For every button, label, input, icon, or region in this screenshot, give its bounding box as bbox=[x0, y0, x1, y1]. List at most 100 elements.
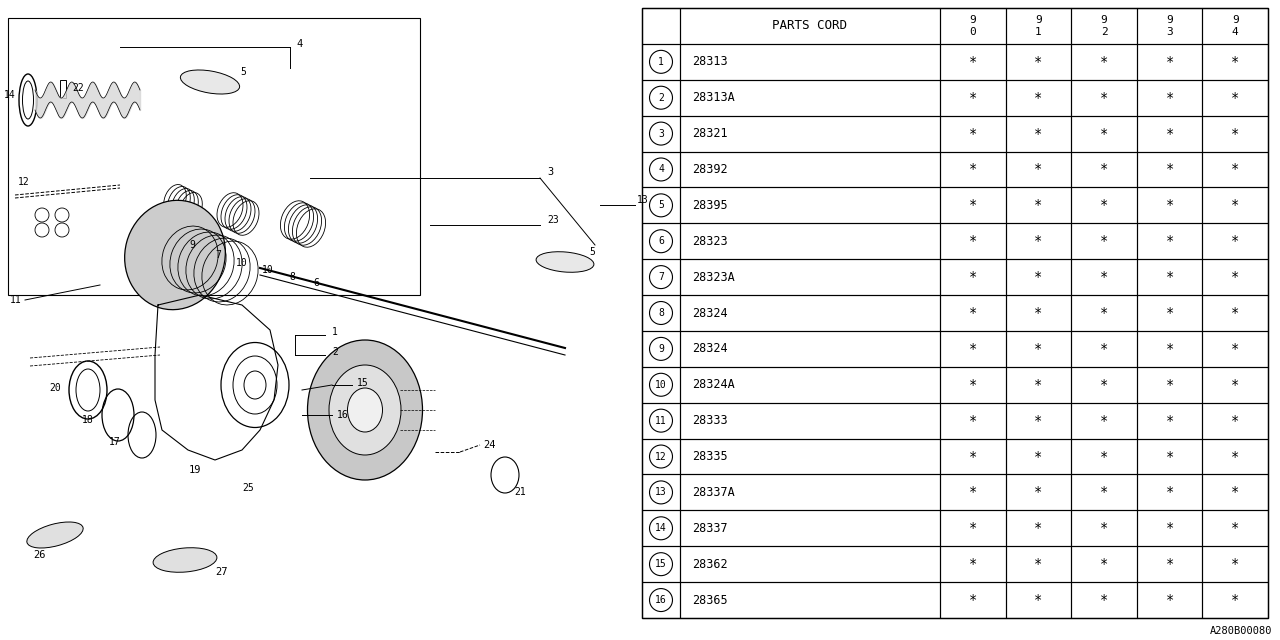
Bar bbox=[1006, 546, 1071, 582]
Bar bbox=[643, 438, 680, 474]
Text: 27: 27 bbox=[216, 567, 228, 577]
Bar bbox=[1071, 438, 1137, 474]
Text: 23: 23 bbox=[547, 215, 559, 225]
Bar bbox=[643, 8, 680, 44]
Text: 9
4: 9 4 bbox=[1231, 15, 1239, 36]
Text: 9: 9 bbox=[658, 344, 664, 354]
Text: *: * bbox=[1100, 378, 1108, 392]
Bar bbox=[680, 116, 940, 152]
Bar bbox=[1202, 44, 1268, 80]
Text: *: * bbox=[1100, 342, 1108, 356]
Text: *: * bbox=[1034, 593, 1043, 607]
Bar bbox=[940, 188, 1006, 223]
Bar bbox=[680, 474, 940, 510]
Bar bbox=[1006, 188, 1071, 223]
Text: *: * bbox=[969, 378, 977, 392]
Text: *: * bbox=[1100, 270, 1108, 284]
Text: 28321: 28321 bbox=[692, 127, 727, 140]
Bar bbox=[1202, 403, 1268, 438]
Text: 24: 24 bbox=[484, 440, 497, 450]
Bar bbox=[643, 367, 680, 403]
Bar bbox=[940, 223, 1006, 259]
Bar bbox=[1137, 474, 1202, 510]
Bar bbox=[1202, 188, 1268, 223]
Bar bbox=[940, 80, 1006, 116]
Text: *: * bbox=[1100, 485, 1108, 499]
Bar bbox=[643, 223, 680, 259]
Text: 10: 10 bbox=[655, 380, 667, 390]
Text: *: * bbox=[1231, 413, 1239, 428]
Text: 28324A: 28324A bbox=[692, 378, 735, 391]
Text: *: * bbox=[1034, 522, 1043, 535]
Bar bbox=[680, 259, 940, 295]
Text: 9
2: 9 2 bbox=[1101, 15, 1107, 36]
Bar bbox=[680, 8, 940, 44]
Bar bbox=[8, 18, 420, 295]
Text: *: * bbox=[1100, 234, 1108, 248]
Text: *: * bbox=[1231, 342, 1239, 356]
Text: *: * bbox=[1165, 163, 1174, 177]
Bar bbox=[1006, 80, 1071, 116]
Text: *: * bbox=[1165, 413, 1174, 428]
Bar bbox=[680, 403, 940, 438]
Text: 28365: 28365 bbox=[692, 593, 727, 607]
Text: *: * bbox=[1165, 485, 1174, 499]
Bar bbox=[1137, 80, 1202, 116]
Text: *: * bbox=[1165, 306, 1174, 320]
Bar bbox=[680, 367, 940, 403]
Bar bbox=[1202, 510, 1268, 546]
Text: *: * bbox=[1034, 306, 1043, 320]
Text: *: * bbox=[1100, 522, 1108, 535]
Bar bbox=[680, 295, 940, 331]
Text: *: * bbox=[1165, 593, 1174, 607]
Text: *: * bbox=[1231, 378, 1239, 392]
Text: *: * bbox=[1034, 163, 1043, 177]
Text: *: * bbox=[969, 127, 977, 141]
Bar bbox=[1006, 116, 1071, 152]
Text: 9
1: 9 1 bbox=[1036, 15, 1042, 36]
Bar bbox=[1006, 403, 1071, 438]
Text: *: * bbox=[1231, 449, 1239, 463]
Text: *: * bbox=[1034, 378, 1043, 392]
Bar bbox=[680, 331, 940, 367]
Text: *: * bbox=[1165, 557, 1174, 571]
Text: *: * bbox=[1165, 234, 1174, 248]
Bar bbox=[643, 152, 680, 188]
Text: PARTS CORD: PARTS CORD bbox=[773, 19, 847, 33]
Text: 26: 26 bbox=[33, 550, 46, 560]
Ellipse shape bbox=[536, 252, 594, 272]
Text: 18: 18 bbox=[82, 415, 93, 425]
Bar bbox=[680, 223, 940, 259]
Text: *: * bbox=[1034, 342, 1043, 356]
Bar bbox=[1137, 259, 1202, 295]
Bar bbox=[1202, 8, 1268, 44]
Text: *: * bbox=[1034, 557, 1043, 571]
Text: *: * bbox=[969, 342, 977, 356]
Text: 13: 13 bbox=[637, 195, 649, 205]
Bar bbox=[1071, 152, 1137, 188]
Bar bbox=[940, 367, 1006, 403]
Text: 5: 5 bbox=[241, 67, 246, 77]
Text: *: * bbox=[1034, 198, 1043, 212]
Text: *: * bbox=[1034, 485, 1043, 499]
Bar bbox=[940, 546, 1006, 582]
Text: *: * bbox=[969, 557, 977, 571]
Text: *: * bbox=[1165, 55, 1174, 69]
Text: 28362: 28362 bbox=[692, 557, 727, 571]
Bar bbox=[1006, 367, 1071, 403]
Bar bbox=[940, 295, 1006, 331]
Text: 28313: 28313 bbox=[692, 55, 727, 68]
Bar bbox=[1137, 438, 1202, 474]
Text: 4: 4 bbox=[297, 39, 303, 49]
Bar bbox=[1071, 116, 1137, 152]
Bar bbox=[1202, 546, 1268, 582]
Text: *: * bbox=[1165, 198, 1174, 212]
Bar bbox=[1202, 295, 1268, 331]
Text: 28337A: 28337A bbox=[692, 486, 735, 499]
Bar bbox=[643, 116, 680, 152]
Bar bbox=[1071, 546, 1137, 582]
Bar bbox=[1006, 438, 1071, 474]
Bar bbox=[680, 582, 940, 618]
Text: *: * bbox=[1231, 270, 1239, 284]
Bar bbox=[643, 259, 680, 295]
